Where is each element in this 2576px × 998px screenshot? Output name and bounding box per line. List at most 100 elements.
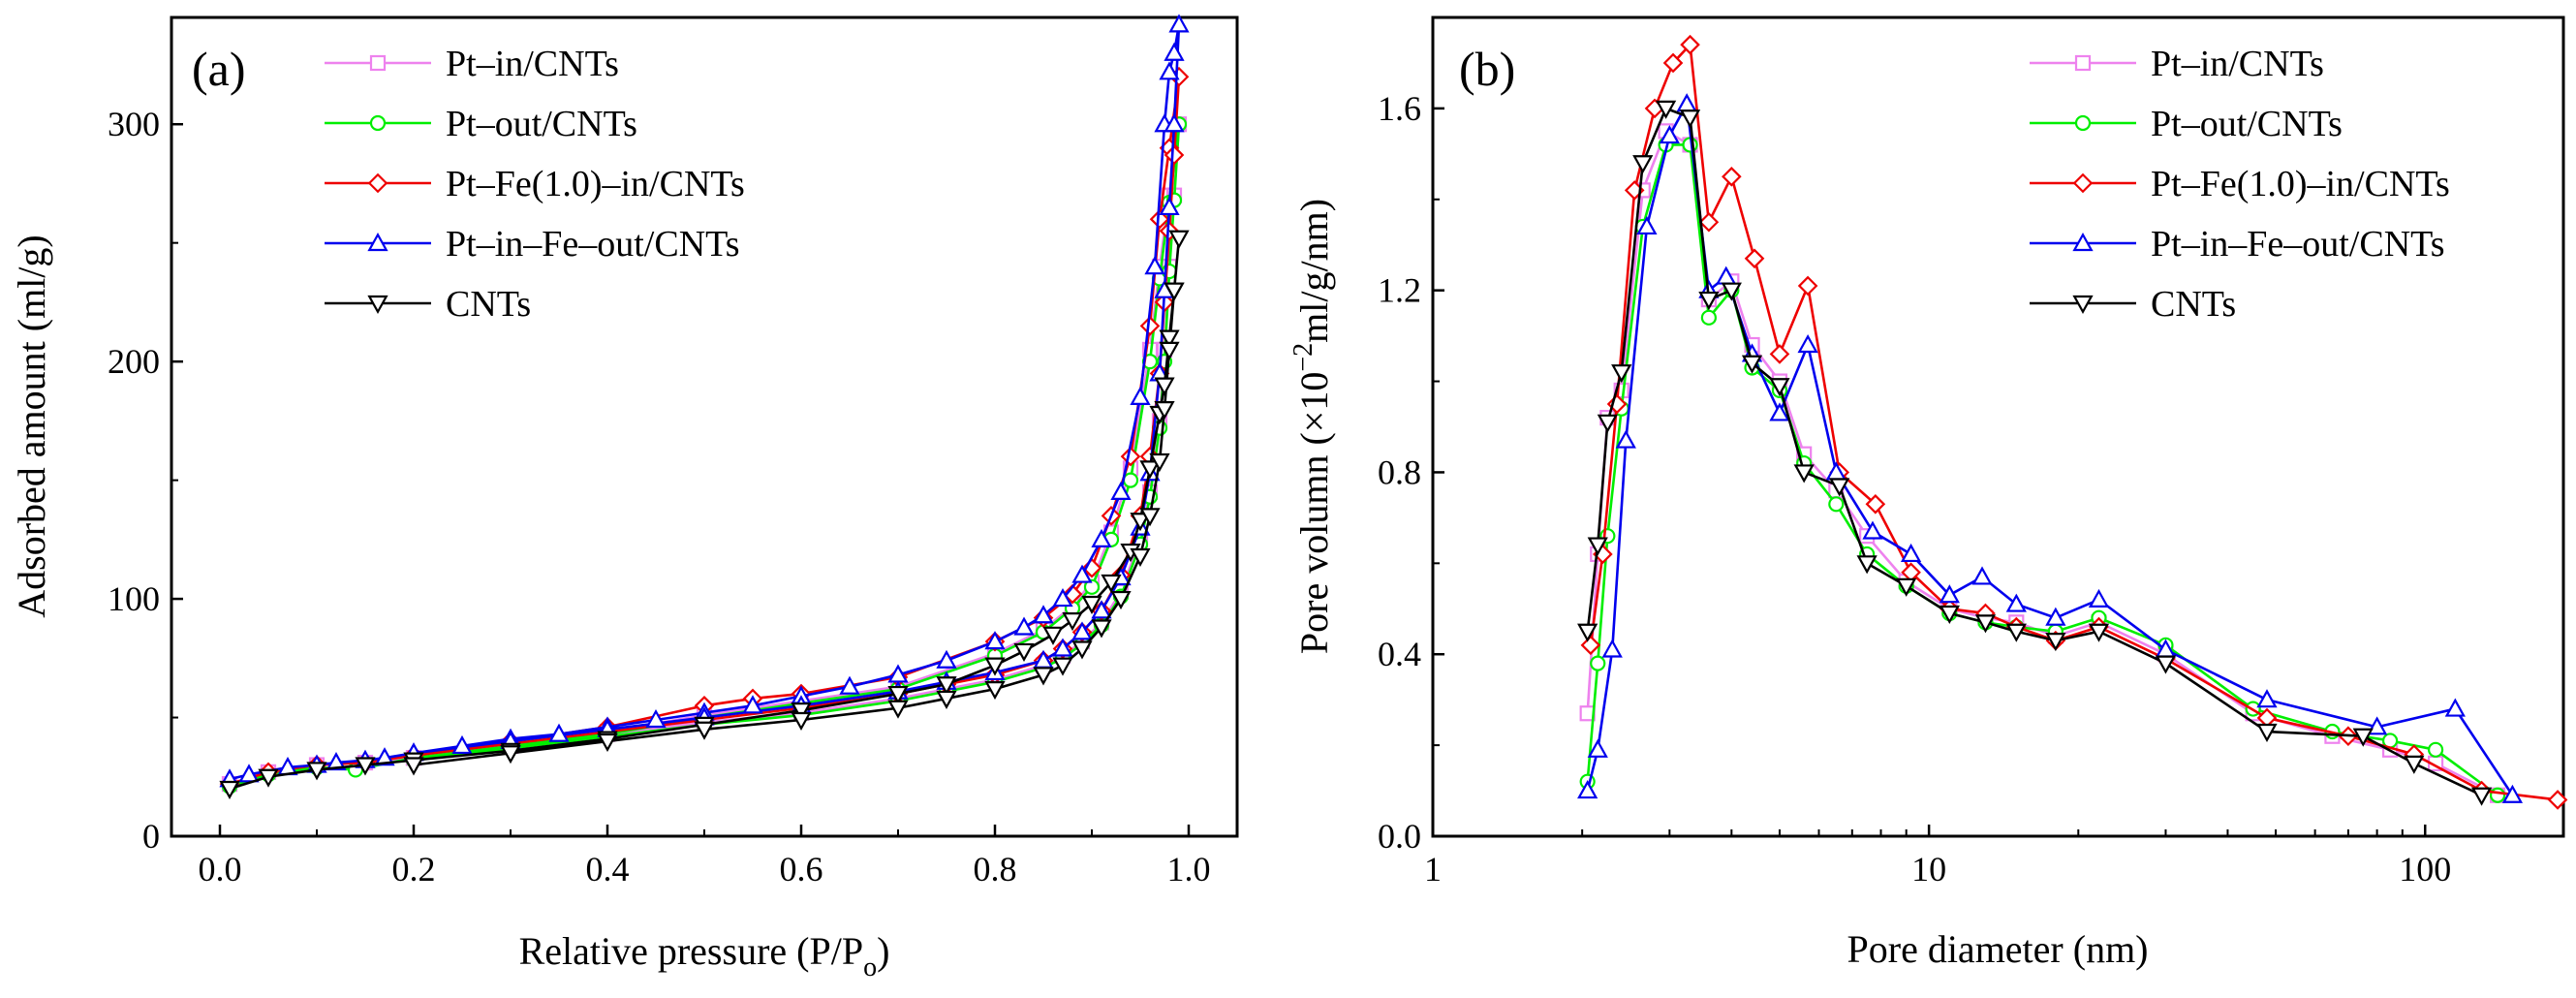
panel-a-y-axis-title: Adsorbed amount (ml/g) xyxy=(10,234,53,618)
panel-a-series-pt-in-fe-out-cnts-point xyxy=(548,723,570,742)
panel-b-series-cnts-point xyxy=(2155,655,2177,674)
panel-b-series-pt-in-fe-out-cnts-point xyxy=(2045,607,2066,626)
panel-b-legend-label: Pt–out/CNTs xyxy=(2151,104,2343,144)
panel-a-series-cnts-point xyxy=(1154,401,1175,421)
panel-b-series-cnts-point xyxy=(1793,464,1815,483)
panel-a-series-cnts-point xyxy=(355,757,376,776)
panel-a-series-cnts-point xyxy=(1130,513,1151,532)
panel-b-legend-swatch-marker xyxy=(2072,232,2094,252)
panel-a-series-pt-fe-1-0-in-cnts-point xyxy=(1164,144,1185,166)
panel-a-series-cnts-point xyxy=(791,711,812,732)
panel-b-x-tick-label: 100 xyxy=(2399,850,2451,889)
panel-a-legend-label: Pt–Fe(1.0)–in/CNTs xyxy=(446,164,745,204)
panel-a-series-cnts-point xyxy=(1159,329,1180,349)
panel-b-series-cnts-point xyxy=(2470,787,2493,806)
panel-a-series-cnts-point xyxy=(1013,642,1035,662)
panel-a-series-pt-in-fe-out-cnts-point xyxy=(984,631,1006,650)
panel-b-series-pt-in-fe-out-cnts-point xyxy=(1971,566,1993,585)
panel-b-series-pt-out-cnts-point xyxy=(2427,741,2444,758)
panel-b-series-pt-in-fe-out-cnts-point xyxy=(2256,689,2278,708)
panel-b-x-axis-title: Pore diameter (nm) xyxy=(1847,927,2149,971)
panel-b-y-tick-label: 0.0 xyxy=(1378,817,1421,856)
panel-a-series-pt-in-cnts xyxy=(221,116,1188,793)
panel-b-tick-layer: 1 10 100 0.0 0.4 0.8 1.2 1.6 xyxy=(1378,16,2451,889)
panel-b-legend-item-pt-in-cnts: Pt–in/CNTs xyxy=(2030,44,2324,84)
panel-a-y-tick-label: 200 xyxy=(108,342,160,381)
panel-b-y-tick-label: 0.4 xyxy=(1378,635,1421,673)
panel-a-series-layer xyxy=(219,14,1190,800)
panel-a-series-cnts-point xyxy=(936,690,957,709)
panel-a-series-cnts-point xyxy=(1139,508,1161,527)
panel-b-series-cnts-point xyxy=(2352,728,2374,747)
panel-b-series-pt-in-fe-out-cnts-point xyxy=(2366,716,2388,735)
panel-a-series-pt-in-fe-out-cnts-point xyxy=(1144,256,1165,275)
panel-a-legend-swatch-marker xyxy=(367,295,388,315)
panel-b-series-cnts-point xyxy=(2404,755,2425,774)
panel-a-legend-swatch-marker xyxy=(367,232,388,252)
panel-b-series-pt-in-fe-out-cnts-point xyxy=(1615,429,1636,449)
panel-a-series-pt-in-fe-out-cnts-point xyxy=(1091,600,1112,619)
panel-b-series-pt-in-fe-out-cnts-point xyxy=(1676,93,1697,112)
panel-a-series-cnts-point xyxy=(1154,377,1175,396)
panel-b-series-cnts-point xyxy=(1655,100,1677,119)
panel-b-y-axis-title: Pore volumn (×10−2ml/g/nm) xyxy=(1288,199,1336,654)
panel-b-series-pt-fe-1-0-in-cnts-point xyxy=(1580,635,1601,656)
panel-a-adsorption-isotherm: 0.0 0.2 0.4 0.6 0.8 1.0 0 100 200 300 (a) Relativ… xyxy=(10,14,1239,982)
panel-b-y-tick-label: 1.6 xyxy=(1378,89,1421,128)
panel-a-x-tick-label: 0.0 xyxy=(199,850,242,889)
panel-a-legend: Pt–in/CNTs Pt–out/CNTs Pt–Fe(1.0)–in/CNTs P… xyxy=(325,44,745,325)
panel-b-series-pt-fe-1-0-in-cnts-point xyxy=(1722,166,1742,187)
panel-b-series-pt-fe-1-0-in-cnts-point xyxy=(1744,248,1765,269)
panel-b-series-cnts-point xyxy=(2088,623,2110,642)
panel-a-legend-swatch-marker xyxy=(369,54,387,72)
panel-b-series-pt-in-fe-out-cnts-point xyxy=(1601,639,1623,658)
panel-b-legend-swatch-marker xyxy=(2072,172,2094,194)
panel-b-series-pt-in-fe-out-cnts-point xyxy=(1659,125,1680,144)
panel-b-series-cnts-point xyxy=(2005,623,2027,642)
panel-a-series-cnts-point xyxy=(1110,590,1132,610)
panel-a-x-tick-label: 0.4 xyxy=(586,850,630,889)
panel-b-legend-label: Pt–Fe(1.0)–in/CNTs xyxy=(2151,164,2450,204)
panel-b-series-pt-fe-1-0-in-cnts-point xyxy=(1662,52,1684,74)
panel-b-legend-swatch-marker xyxy=(2074,114,2092,132)
panel-b-series-pt-fe-1-0-in-cnts-point xyxy=(2547,790,2568,810)
panel-a-legend-item-cnts: CNTs xyxy=(325,284,531,325)
panel-a-legend-item-pt-fe-1-0-in-cnts: Pt–Fe(1.0)–in/CNTs xyxy=(325,164,745,204)
panel-a-legend-label: Pt–in–Fe–out/CNTs xyxy=(446,224,740,265)
panel-a-series-pt-in-fe-out-cnts-point xyxy=(451,734,473,755)
panel-a-series-cnts-point xyxy=(1101,574,1122,593)
panel-b-series-cnts-point xyxy=(1721,282,1742,301)
panel-b-series-cnts-point xyxy=(1632,155,1654,174)
panel-b-series-cnts-point xyxy=(1939,605,1960,624)
panel-a-series-pt-out-cnts xyxy=(221,116,1188,795)
panel-a-series-pt-in-fe-out-cnts-point xyxy=(645,708,667,729)
panel-b-y-tick-label: 0.8 xyxy=(1378,452,1421,491)
panel-b-legend-label: Pt–in–Fe–out/CNTs xyxy=(2151,224,2445,265)
panel-b-series-cnts-point xyxy=(1974,614,1997,634)
panel-a-series-pt-in-fe-out-cnts-point xyxy=(1164,42,1185,61)
panel-a-legend-swatch-marker xyxy=(369,114,387,132)
panel-a-x-tick-label: 1.0 xyxy=(1167,850,1211,889)
panel-b-series-layer xyxy=(1577,34,2568,810)
panel-a-series-cnts-point xyxy=(306,762,327,781)
panel-a-series-pt-in-fe-out-cnts-point xyxy=(1091,528,1112,547)
panel-b-y-tick-label: 1.2 xyxy=(1378,271,1421,310)
panel-a-series-cnts-point xyxy=(984,657,1006,676)
panel-b-series-cnts-point xyxy=(1587,537,1608,556)
panel-b-series-pt-in-fe-out-cnts-point xyxy=(1900,543,1922,563)
panel-a-series-cnts-point xyxy=(984,681,1006,701)
panel-a-series-pt-in-fe-out-cnts-point xyxy=(238,764,260,783)
panel-b-series-cnts-point xyxy=(2256,723,2278,743)
panel-a-series-cnts-point xyxy=(887,685,909,705)
panel-b-series-pt-in-fe-out-cnts-point xyxy=(1636,215,1658,235)
panel-b-pore-size-distribution: 1 10 100 0.0 0.4 0.8 1.2 1.6 (b) Pore diameter … xyxy=(1288,16,2568,971)
panel-b-series-pt-in-fe-out-cnts-point xyxy=(1769,402,1790,421)
panel-a-series-cnts-point xyxy=(1091,619,1112,639)
panel-b-series-pt-fe-1-0-in-cnts-point xyxy=(1797,275,1818,296)
panel-a-series-cnts-point xyxy=(1081,595,1102,614)
panel-b-x-tick-label: 10 xyxy=(1911,850,1946,889)
panel-a-series-cnts-point xyxy=(936,676,957,696)
panel-b-series-pt-in-fe-out-cnts-point xyxy=(2501,784,2524,803)
panel-a-series-pt-in-fe-out-cnts-point xyxy=(1159,196,1180,216)
